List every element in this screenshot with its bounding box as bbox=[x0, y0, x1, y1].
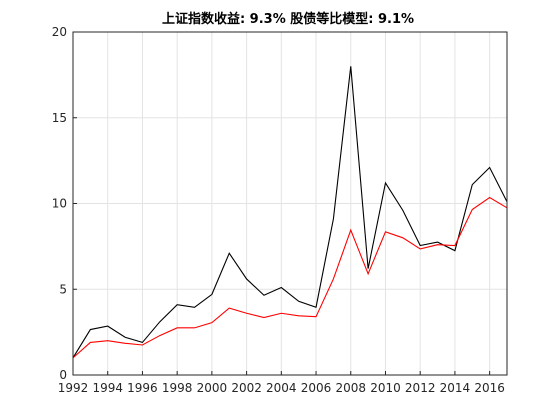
series-line-1 bbox=[72, 66, 508, 359]
x-tick-label: 1992 bbox=[58, 381, 89, 395]
y-tick-label: 10 bbox=[52, 197, 67, 211]
x-tick-label: 1994 bbox=[92, 381, 123, 395]
x-tick-label: 2014 bbox=[440, 381, 471, 395]
x-tick-label: 2010 bbox=[370, 381, 401, 395]
y-tick-label: 5 bbox=[59, 282, 67, 296]
y-tick-label: 15 bbox=[52, 111, 67, 125]
x-tick-label: 1996 bbox=[127, 381, 158, 395]
series-group bbox=[72, 66, 508, 359]
y-tick-label: 0 bbox=[59, 368, 67, 382]
chart-title: 上证指数收益: 9.3% 股债等比模型: 9.1% bbox=[162, 11, 414, 27]
series-line-2 bbox=[72, 196, 508, 359]
y-tick-label: 20 bbox=[52, 25, 67, 39]
x-tick-label: 2000 bbox=[197, 381, 228, 395]
x-tick-label: 1998 bbox=[162, 381, 193, 395]
x-tick-label: 2016 bbox=[474, 381, 505, 395]
x-tick-label: 2012 bbox=[405, 381, 436, 395]
x-tick-label: 2006 bbox=[301, 381, 332, 395]
x-tick-label: 2004 bbox=[266, 381, 297, 395]
axis-ticks: 1992 1994 1996 1998 2000 2002 2004 2006 2008 2010… bbox=[52, 25, 505, 395]
x-tick-label: 2008 bbox=[335, 381, 366, 395]
x-tick-label: 2002 bbox=[231, 381, 262, 395]
